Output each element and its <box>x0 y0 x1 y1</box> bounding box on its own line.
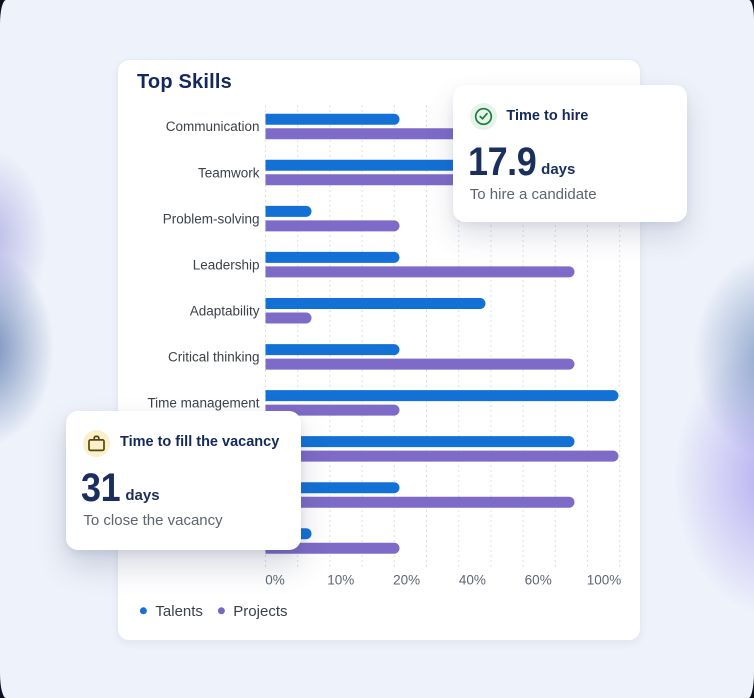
svg-text:0%: 0% <box>265 573 285 588</box>
svg-text:10%: 10% <box>327 573 354 588</box>
svg-text:Leadership: Leadership <box>193 257 260 272</box>
svg-text:Projects: Projects <box>233 603 287 620</box>
svg-text:100%: 100% <box>587 573 622 588</box>
svg-text:Problem-solving: Problem-solving <box>163 211 260 226</box>
svg-text:Time management: Time management <box>147 396 259 411</box>
svg-text:Talents: Talents <box>155 603 203 620</box>
svg-text:Critical thinking: Critical thinking <box>168 350 260 365</box>
svg-text:60%: 60% <box>525 573 552 588</box>
svg-text:40%: 40% <box>459 573 486 588</box>
svg-text:Adaptability: Adaptability <box>190 304 260 319</box>
svg-text:Teamwork: Teamwork <box>198 165 260 180</box>
svg-text:Communication: Communication <box>166 119 260 134</box>
svg-text:20%: 20% <box>393 573 420 588</box>
